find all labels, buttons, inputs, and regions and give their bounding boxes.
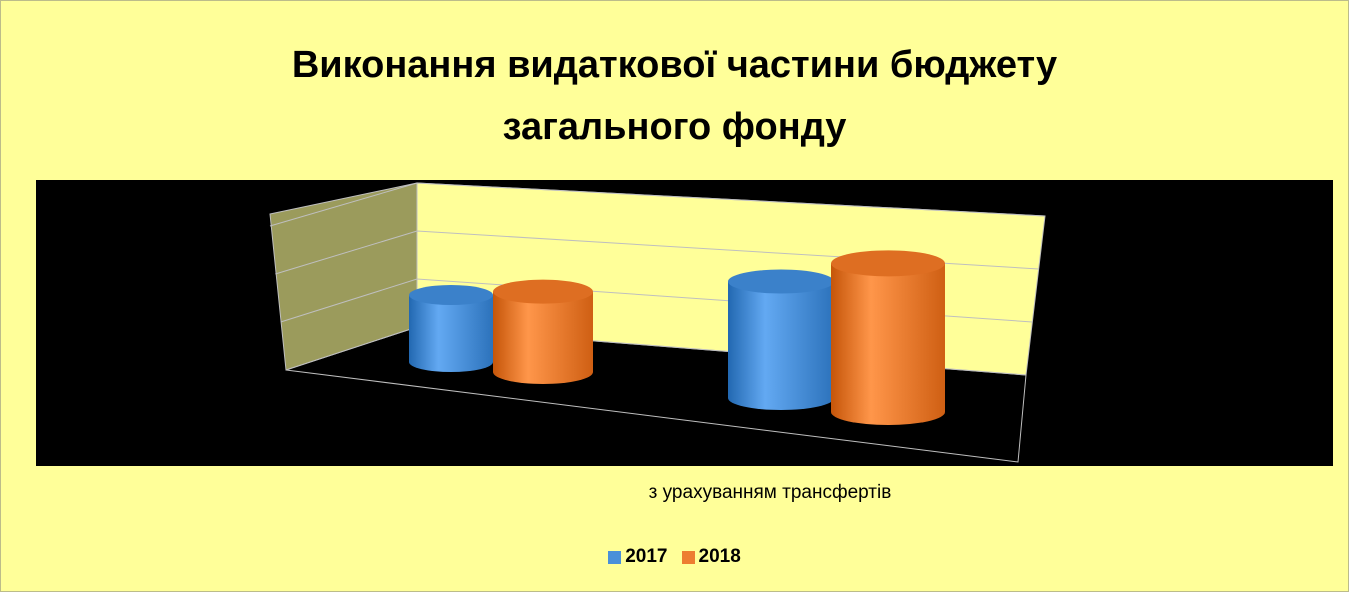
- legend: 2017 2018: [0, 546, 1349, 568]
- bar-top-2018-cat1: [831, 250, 945, 277]
- bar-2017-cat1: [728, 269, 834, 410]
- legend-swatch-2018: [681, 550, 695, 564]
- bar-2018-cat1: [831, 250, 945, 425]
- legend-swatch-2017: [608, 550, 622, 564]
- bar-body-2017-cat1: [728, 281, 834, 410]
- bars: [409, 250, 945, 425]
- chart-title-line-2: загального фонду: [502, 106, 847, 148]
- bar-top-2017-cat0: [409, 285, 493, 306]
- legend-label-2017: 2017: [625, 546, 668, 567]
- bar-top-2018-cat0: [493, 279, 593, 304]
- x-category-label: з урахуванням трансфертів: [648, 482, 892, 503]
- gridline: [275, 230, 1039, 275]
- gridline: [269, 182, 1046, 227]
- legend-label-2018: 2018: [698, 546, 741, 567]
- legend-item-2018: 2018: [681, 546, 741, 568]
- bar-body-2018-cat1: [831, 263, 945, 425]
- chart-title: Виконання видаткової частини бюджету заг…: [0, 34, 1349, 158]
- bar-top-2017-cat1: [728, 269, 834, 294]
- bar-body-2018-cat0: [493, 291, 593, 384]
- bar-body-2017-cat0: [409, 295, 493, 372]
- chart-title-line-1: Виконання видаткової частини бюджету: [291, 44, 1058, 86]
- legend-item-2017: 2017: [608, 546, 668, 568]
- bar-2017-cat0: [409, 285, 493, 372]
- bar-2018-cat0: [493, 279, 593, 384]
- floor-outline: [285, 326, 1027, 463]
